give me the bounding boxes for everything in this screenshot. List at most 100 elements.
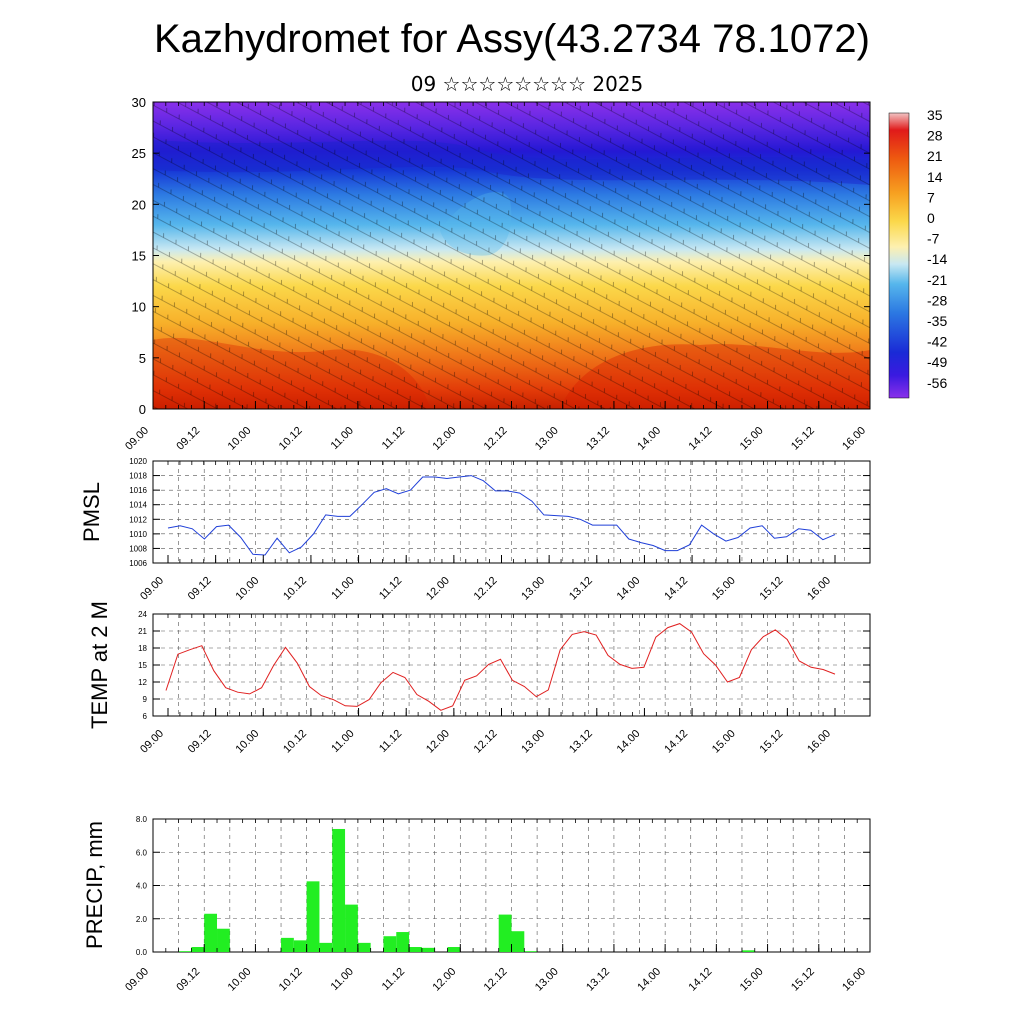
- x-tick-label: 10.00: [233, 575, 261, 603]
- x-tick-label: 15.12: [789, 966, 817, 994]
- colorbar-label: 0: [927, 210, 935, 226]
- x-tick-label: 13.00: [519, 728, 547, 756]
- x-tick-label: 16.00: [805, 728, 833, 756]
- y-tick-label: 1020: [129, 457, 147, 466]
- y-tick-label: 1014: [129, 501, 147, 510]
- x-tick-label: 10.12: [281, 728, 309, 756]
- heat-y-tick-label: 25: [132, 146, 146, 161]
- y-tick-label: 18: [138, 644, 147, 653]
- x-tick-label: 13.00: [533, 425, 561, 453]
- heatmap-overlays: [153, 102, 870, 409]
- x-tick-label: 12.12: [482, 425, 510, 453]
- precip-grid: [153, 819, 870, 952]
- x-tick-label: 13.12: [584, 425, 612, 453]
- precip-bar: [217, 928, 230, 952]
- colorbar-label: -35: [927, 313, 947, 329]
- y-tick-label: 15: [138, 661, 147, 670]
- x-tick-label: 16.00: [805, 575, 833, 603]
- precip-bar: [357, 942, 371, 952]
- x-tick-label: 11.00: [329, 575, 356, 602]
- x-tick-label: 15.12: [789, 425, 817, 453]
- x-tick-label: 15.12: [758, 728, 786, 756]
- page-title: Kazhydromet for Assy(43.2734 78.1072): [154, 17, 870, 61]
- temp-x-ticks: 09.00 09.12 10.00 10.12 11.00 11.12 12.00 12.12…: [138, 614, 836, 756]
- precip-bar: [409, 947, 422, 952]
- heat-y-tick-label: 0: [139, 402, 146, 417]
- y-tick-label: 21: [138, 627, 147, 636]
- x-tick-label: 12.12: [472, 575, 500, 603]
- colorbar-label: 7: [927, 189, 935, 205]
- precip-bar: [524, 951, 538, 952]
- x-tick-label: 13.00: [519, 575, 547, 603]
- heatmap-y-ticks: 0 5 10 15 20 25 30: [132, 95, 870, 417]
- y-tick-label: 1010: [129, 530, 147, 539]
- x-tick-label: 14.12: [687, 966, 715, 994]
- y-tick-label: 1012: [129, 515, 147, 524]
- precip-bar: [319, 942, 333, 952]
- precip-bar: [293, 940, 307, 952]
- precip-bars: [178, 828, 755, 953]
- precip-bar: [281, 937, 294, 952]
- wind-barbs-pattern: [153, 102, 870, 409]
- x-tick-label: 15.00: [738, 966, 766, 994]
- precip-bar: [306, 881, 320, 952]
- y-tick-label: 9: [143, 695, 148, 704]
- y-tick-label: 2.0: [136, 915, 148, 924]
- colorbar-label: 35: [927, 107, 943, 123]
- colorbar-label: -7: [927, 231, 940, 247]
- temp-grid: [153, 614, 870, 716]
- heat-y-tick-label: 5: [139, 351, 146, 366]
- precip-bar: [178, 951, 192, 952]
- precip-bar: [396, 932, 410, 952]
- precip-y-ticks: 0.0 2.0 4.0 6.0 8.0: [136, 815, 870, 957]
- colorbar-label: -28: [927, 292, 947, 308]
- pmsl-ylabel: PMSL: [79, 482, 104, 542]
- pmsl-x-ticks: 09.00 09.12 10.00 10.12 11.00 11.12 12.00 12.12…: [138, 461, 836, 603]
- precip-panel: 0.0 2.0 4.0 6.0 8.0 09.00 09.12 10.00 10.12 11.0…: [82, 815, 871, 994]
- x-tick-label: 10.12: [277, 425, 305, 453]
- x-tick-label: 12.00: [430, 966, 458, 994]
- temp-y-ticks: 6 9 12 15 18 21 24: [138, 610, 870, 721]
- x-tick-label: 10.12: [277, 966, 305, 994]
- x-tick-label: 13.12: [584, 966, 612, 994]
- colorbar-label: -56: [927, 375, 947, 391]
- x-tick-label: 15.12: [758, 575, 786, 603]
- x-tick-label: 14.12: [662, 728, 690, 756]
- x-tick-label: 09.12: [186, 575, 214, 603]
- precip-bar: [204, 913, 218, 952]
- x-tick-label: 14.00: [635, 966, 663, 994]
- heat-y-tick-label: 30: [132, 95, 146, 110]
- precip-bar: [741, 950, 755, 952]
- heat-y-tick-label: 20: [132, 197, 146, 212]
- y-tick-label: 24: [138, 610, 147, 619]
- x-tick-label: 10.00: [226, 966, 254, 994]
- y-tick-label: 1006: [129, 559, 147, 568]
- colorbar: 35 28 21 14 7 0 -7 -14 -21 -28 -35 -42 -49 -56: [888, 107, 947, 399]
- x-tick-label: 10.00: [226, 425, 254, 453]
- y-tick-label: 0.0: [136, 948, 148, 957]
- precip-ylabel: PRECIP, mm: [82, 821, 107, 949]
- temp-ylabel: TEMP at 2 M: [87, 601, 112, 729]
- x-tick-label: 09.00: [123, 966, 151, 994]
- temp-line: [165, 623, 836, 711]
- x-tick-label: 10.12: [281, 575, 309, 603]
- y-tick-label: 8.0: [136, 815, 148, 824]
- colorbar-label: -42: [927, 334, 947, 350]
- x-tick-label: 16.00: [840, 425, 868, 453]
- precip-bar: [345, 904, 358, 952]
- x-tick-label: 09.12: [174, 425, 202, 453]
- x-tick-label: 11.12: [380, 425, 407, 452]
- heatmap-panel: 0 5 10 15 20 25 30 09.00 09.12 10.00 10.12 11.00 11…: [123, 95, 871, 453]
- x-tick-label: 13.12: [567, 575, 595, 603]
- y-tick-label: 1008: [129, 544, 147, 553]
- x-tick-label: 11.12: [377, 575, 404, 602]
- x-tick-label: 14.00: [615, 728, 643, 756]
- y-tick-label: 1016: [129, 486, 147, 495]
- x-tick-label: 11.12: [377, 728, 404, 755]
- precip-bar: [498, 914, 512, 952]
- y-tick-label: 1018: [129, 472, 147, 481]
- x-tick-label: 09.12: [186, 728, 214, 756]
- temp-panel: 6 9 12 15 18 21 24 09.00 09.12 10.00 10.12 11.00 11…: [87, 601, 871, 756]
- x-tick-label: 15.00: [710, 575, 738, 603]
